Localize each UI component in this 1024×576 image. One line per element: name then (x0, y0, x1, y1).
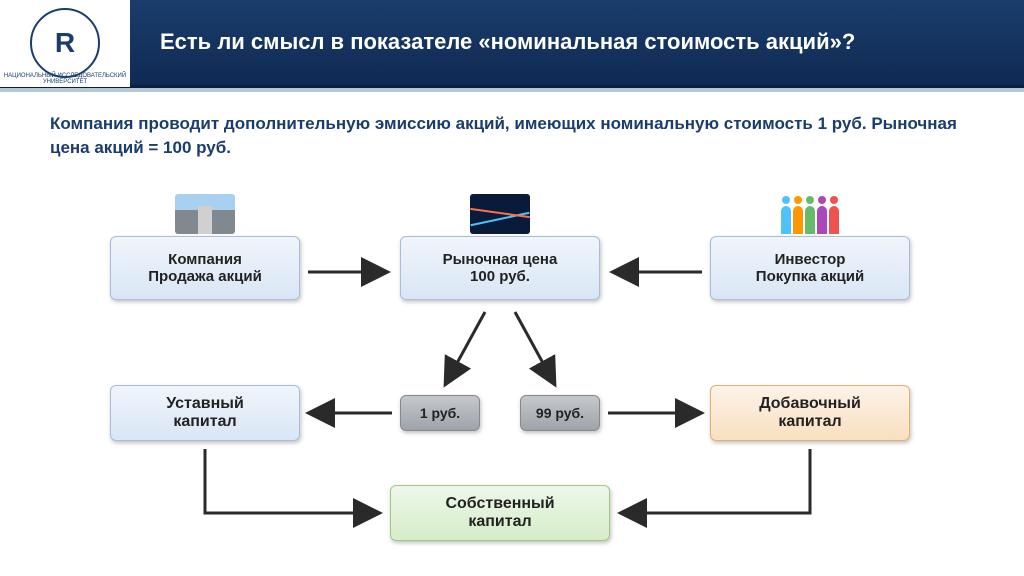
node-rub1: 1 руб. (400, 395, 480, 431)
logo-letter: R (55, 27, 75, 59)
node-rub99: 99 руб. (520, 395, 600, 431)
box-line2: капитал (173, 413, 236, 431)
logo-area: R НАЦИОНАЛЬНЫЙ ИССЛЕДОВАТЕЛЬСКИЙ УНИВЕРС… (0, 0, 130, 87)
slide-title: Есть ли смысл в показателе «номинальная … (130, 28, 855, 57)
box-investor: ИнвесторПокупка акций (710, 236, 910, 300)
box-addl: Добавочныйкапитал (710, 385, 910, 441)
box-line1: Компания (168, 251, 242, 268)
slide-content: Компания проводит дополнительную эмиссию… (0, 92, 1024, 576)
box-line1: 1 руб. (420, 405, 460, 421)
node-equity: Собственныйкапитал (390, 485, 610, 541)
box-line1: Уставный (166, 395, 244, 413)
box-line2: Продажа акций (148, 268, 262, 285)
logo-icon: R (30, 8, 100, 78)
box-line1: Добавочный (759, 395, 861, 413)
arrow-charter-equity (205, 449, 380, 513)
box-line1: 99 руб. (536, 405, 584, 421)
box-line2: Покупка акций (756, 268, 864, 285)
arrow-market-rub99 (515, 312, 555, 385)
flow-diagram: КомпанияПродажа акций Рыночная цена100 ру… (50, 190, 974, 570)
slide-header: R НАЦИОНАЛЬНЫЙ ИССЛЕДОВАТЕЛЬСКИЙ УНИВЕРС… (0, 0, 1024, 88)
arrow-market-rub1 (445, 312, 485, 385)
box-line1: Рыночная цена (443, 251, 558, 268)
node-charter: Уставныйкапитал (110, 385, 300, 441)
node-market: Рыночная цена100 руб. (400, 194, 600, 300)
box-rub99: 99 руб. (520, 395, 600, 431)
slide-subtitle: Компания проводит дополнительную эмиссию… (50, 112, 974, 160)
building-icon (175, 194, 235, 234)
people-icon (780, 194, 840, 234)
box-rub1: 1 руб. (400, 395, 480, 431)
box-market: Рыночная цена100 руб. (400, 236, 600, 300)
arrow-addl-equity (620, 449, 810, 513)
box-line2: капитал (778, 413, 841, 431)
box-equity: Собственныйкапитал (390, 485, 610, 541)
box-line1: Инвестор (775, 251, 846, 268)
box-line1: Собственный (445, 495, 554, 513)
box-line2: 100 руб. (470, 268, 530, 285)
node-company: КомпанияПродажа акций (110, 194, 300, 300)
node-investor: ИнвесторПокупка акций (710, 194, 910, 300)
box-charter: Уставныйкапитал (110, 385, 300, 441)
logo-subtitle: НАЦИОНАЛЬНЫЙ ИССЛЕДОВАТЕЛЬСКИЙ УНИВЕРСИТ… (0, 73, 130, 85)
box-line2: капитал (468, 513, 531, 531)
node-addl: Добавочныйкапитал (710, 385, 910, 441)
box-company: КомпанияПродажа акций (110, 236, 300, 300)
chart-icon (470, 194, 530, 234)
